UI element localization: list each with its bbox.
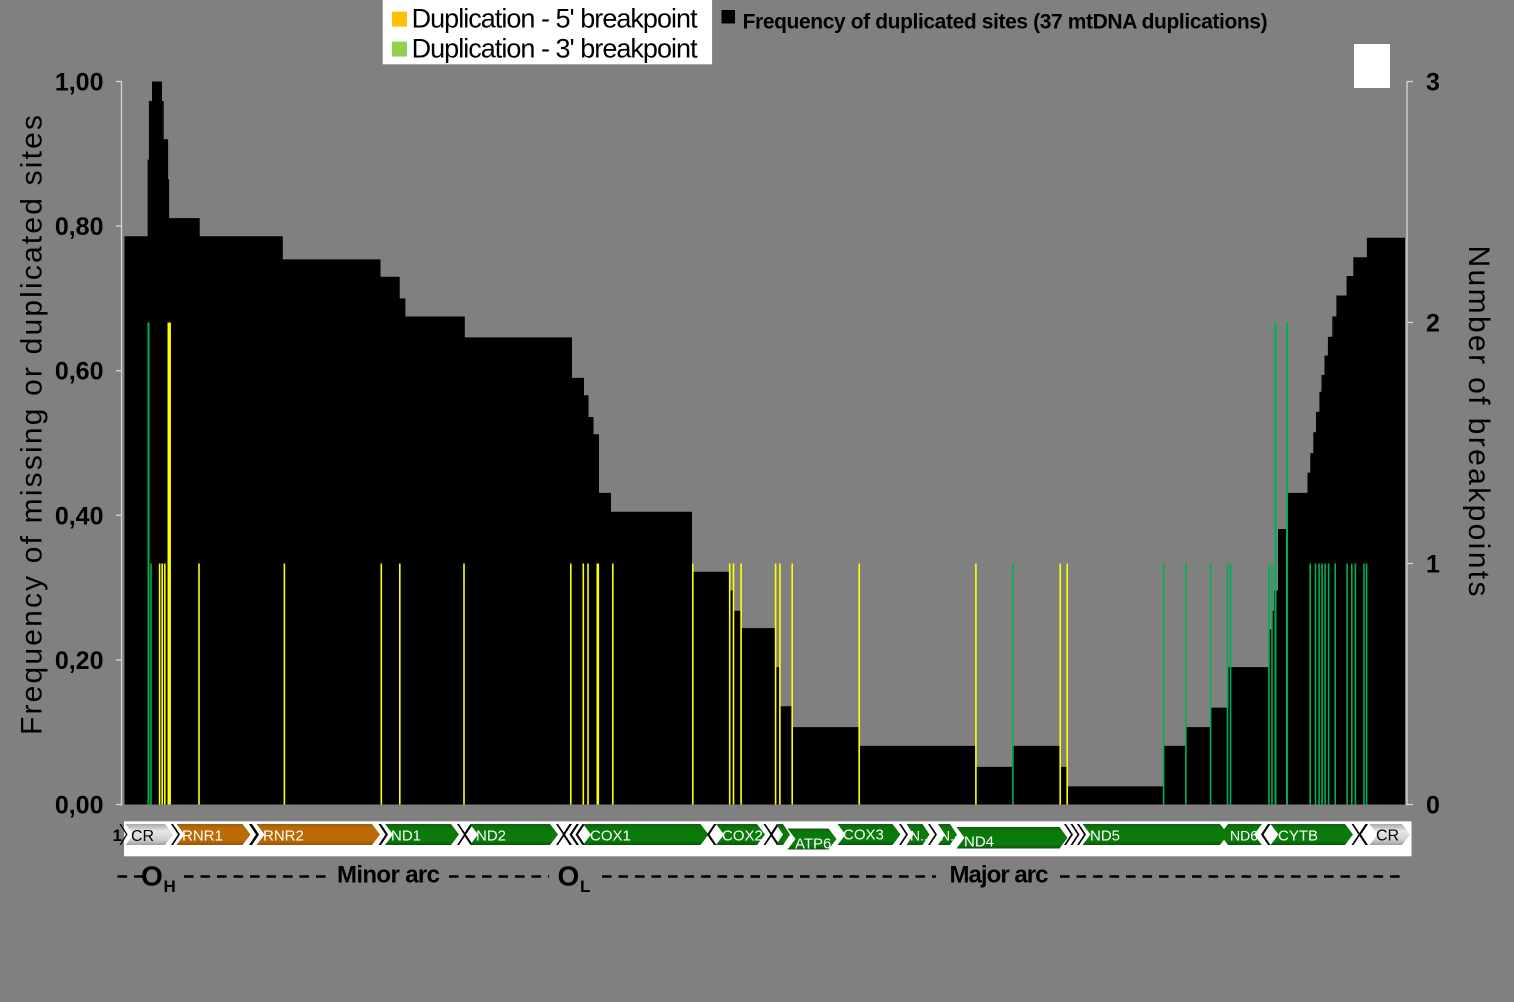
svg-text:N.: N. xyxy=(940,828,954,844)
svg-text:RNR1: RNR1 xyxy=(182,828,223,845)
svg-text:Minor arc: Minor arc xyxy=(337,862,440,889)
svg-text:ND1: ND1 xyxy=(391,828,421,845)
svg-text:1: 1 xyxy=(113,826,122,845)
svg-text:0: 0 xyxy=(1426,792,1440,820)
svg-text:COX1: COX1 xyxy=(590,828,631,845)
svg-text:1,00: 1,00 xyxy=(55,69,104,97)
svg-text:1: 1 xyxy=(1426,551,1440,579)
svg-text:ND4: ND4 xyxy=(964,834,994,851)
svg-text:N..: N.. xyxy=(910,828,928,844)
svg-text:3: 3 xyxy=(1426,69,1440,97)
svg-text:CR: CR xyxy=(1376,828,1399,845)
svg-text:2: 2 xyxy=(1426,310,1440,338)
svg-text:COX2: COX2 xyxy=(722,828,763,845)
svg-text:O: O xyxy=(558,861,580,892)
svg-text:ATP6: ATP6 xyxy=(795,836,831,853)
svg-text:Frequency of duplicated site: Frequency of duplicated sites (37 mtDNA … xyxy=(743,11,1268,34)
svg-text:COX3: COX3 xyxy=(843,827,884,844)
svg-text:CR: CR xyxy=(131,828,154,845)
svg-text:Duplication - 5' breakpoint: Duplication - 5' breakpoint xyxy=(412,4,698,34)
svg-text:L: L xyxy=(580,877,590,896)
svg-text:RNR2: RNR2 xyxy=(263,828,304,845)
svg-text:Duplication - 3' breakpoint: Duplication - 3' breakpoint xyxy=(412,34,698,64)
svg-text:Number of breakpoints: Number of breakpoints xyxy=(1462,246,1495,597)
svg-text:0,00: 0,00 xyxy=(55,792,104,820)
svg-text:CYTB: CYTB xyxy=(1278,828,1318,845)
svg-text:ND2: ND2 xyxy=(476,828,506,845)
svg-text:Frequency of missing or duplic: Frequency of missing or duplicated sites xyxy=(16,115,49,735)
svg-text:O: O xyxy=(141,861,163,892)
svg-text:0,20: 0,20 xyxy=(55,647,104,675)
svg-text:0,40: 0,40 xyxy=(55,502,104,530)
svg-text:ND5: ND5 xyxy=(1090,828,1120,845)
svg-text:H: H xyxy=(164,877,176,896)
svg-text:0,60: 0,60 xyxy=(55,358,104,386)
svg-text:Major arc: Major arc xyxy=(950,862,1049,889)
svg-text:ND6: ND6 xyxy=(1230,828,1258,844)
svg-text:0,80: 0,80 xyxy=(55,213,104,241)
